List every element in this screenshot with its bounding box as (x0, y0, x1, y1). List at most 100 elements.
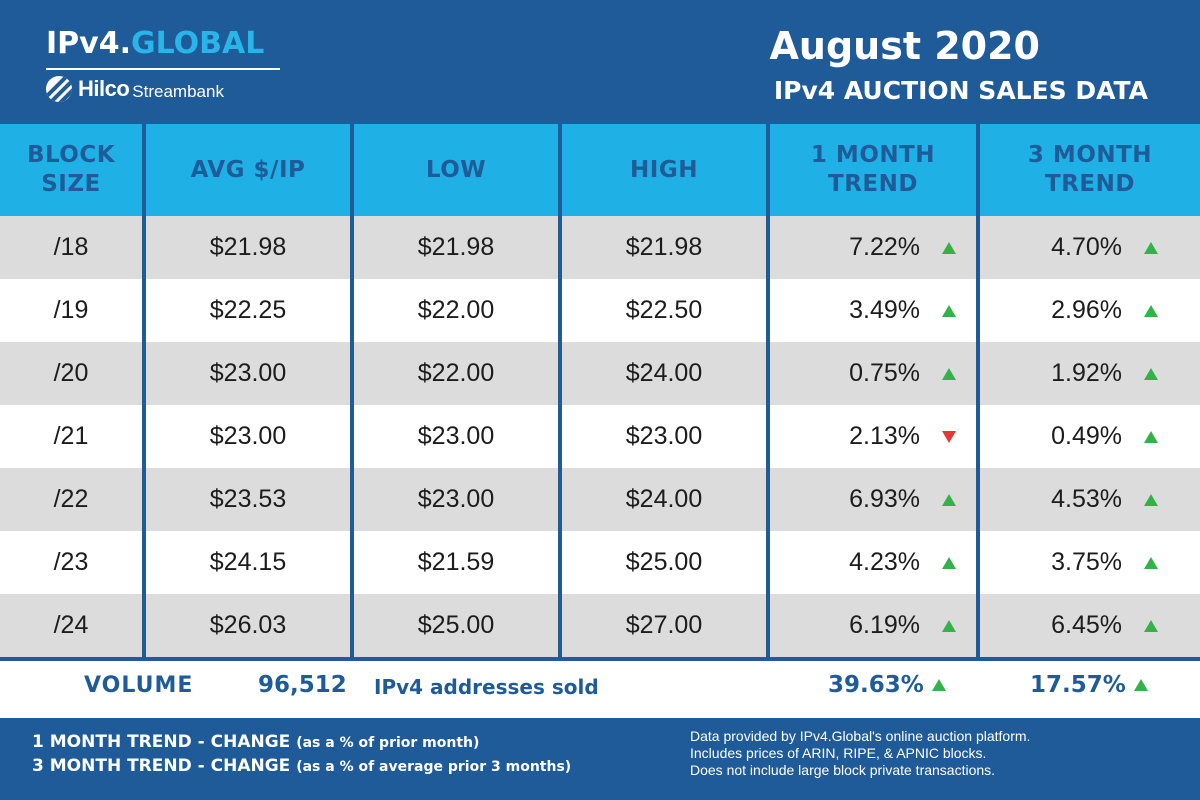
table-body: /18 $21.98 $21.98 $21.98 7.22% 4.70%/19 $22.25… (0, 216, 1200, 657)
up-arrow-icon (1144, 367, 1158, 380)
cell-avg-price: $23.00 (146, 342, 354, 405)
column-header-1-month-trend: 1 MONTH TREND (770, 124, 980, 216)
table-row: /23 $24.15 $21.59 $25.00 4.23% 3.75% (0, 531, 1200, 594)
volume-label: VOLUME (84, 673, 194, 698)
cell-block-size: /23 (0, 531, 146, 594)
trend-value: 4.23% (849, 548, 920, 576)
page-subtitle: IPv4 AUCTION SALES DATA (773, 76, 1148, 105)
trend-value: 3.75% (1051, 548, 1122, 576)
trend-value: 6.45% (1051, 611, 1122, 639)
brand-underline (46, 68, 280, 70)
cell-1-month-trend: 2.13% (770, 405, 980, 468)
cell-low-price: $21.59 (354, 531, 562, 594)
source-note: Data provided by IPv4.Global's online au… (690, 728, 1030, 779)
legend-1-month: 1 MONTH TREND - CHANGE (as a % of prior … (32, 732, 479, 752)
table-row: /18 $21.98 $21.98 $21.98 7.22% 4.70% (0, 216, 1200, 279)
cell-1-month-trend: 4.23% (770, 531, 980, 594)
cell-high-price: $21.98 (562, 216, 770, 279)
partner-sub: Streambank (132, 81, 224, 101)
cell-avg-price: $22.25 (146, 279, 354, 342)
cell-1-month-trend: 7.22% (770, 216, 980, 279)
cell-high-price: $27.00 (562, 594, 770, 657)
partner-name: Hilco (78, 76, 130, 101)
cell-3-month-trend: 0.49% (980, 405, 1200, 468)
page-title: August 2020 (769, 24, 1041, 68)
cell-high-price: $24.00 (562, 468, 770, 531)
up-arrow-icon (942, 241, 956, 254)
column-header-3-month-trend: 3 MONTH TREND (1027, 142, 1153, 197)
cell-avg-price: $21.98 (146, 216, 354, 279)
cell-1-month-trend: 6.93% (770, 468, 980, 531)
trend-value: 4.53% (1051, 485, 1122, 513)
trend-value: 0.49% (1051, 422, 1122, 450)
cell-1-month-trend: 6.19% (770, 594, 980, 657)
trend-value: 7.22% (849, 233, 920, 261)
cell-high-price: $23.00 (562, 405, 770, 468)
table-row: /19 $22.25 $22.00 $22.50 3.49% 2.96% (0, 279, 1200, 342)
up-arrow-icon (1144, 304, 1158, 317)
volume-text: IPv4 addresses sold (374, 675, 599, 699)
cell-block-size: /22 (0, 468, 146, 531)
cell-1-month-trend: 3.49% (770, 279, 980, 342)
cell-avg-price: $24.15 (146, 531, 354, 594)
source-note-line: Data provided by IPv4.Global's online au… (690, 728, 1031, 744)
volume-3-month-value: 17.57% (1030, 672, 1126, 698)
cell-avg-price: $23.53 (146, 468, 354, 531)
cell-low-price: $21.98 (354, 216, 562, 279)
cell-block-size: /18 (0, 216, 146, 279)
cell-3-month-trend: 4.70% (980, 216, 1200, 279)
table-row: /24 $26.03 $25.00 $27.00 6.19% 6.45% (0, 594, 1200, 657)
cell-3-month-trend: 1.92% (980, 342, 1200, 405)
column-header-low: LOW (354, 124, 562, 216)
volume-3-month-trend: 17.57% (1030, 672, 1148, 698)
cell-high-price: $25.00 (562, 531, 770, 594)
cell-avg-price: $23.00 (146, 405, 354, 468)
cell-block-size: /24 (0, 594, 146, 657)
column-header-block-size: BLOCK SIZE (0, 124, 146, 216)
cell-low-price: $22.00 (354, 342, 562, 405)
partner-logo: Hilco Streambank (46, 76, 224, 102)
hilco-icon (46, 76, 72, 102)
footer-banner: 1 MONTH TREND - CHANGE (as a % of prior … (0, 718, 1200, 800)
header-banner: IPv4.GLOBAL Hilco Streambank August 2020… (0, 0, 1200, 124)
cell-block-size: /21 (0, 405, 146, 468)
cell-3-month-trend: 6.45% (980, 594, 1200, 657)
cell-low-price: $23.00 (354, 405, 562, 468)
column-header-avg: AVG $/IP (146, 124, 354, 216)
up-arrow-icon (942, 493, 956, 506)
up-arrow-icon (942, 556, 956, 569)
cell-high-price: $22.50 (562, 279, 770, 342)
up-arrow-icon (1144, 619, 1158, 632)
brand-name-prefix: IPv4. (46, 26, 131, 61)
trend-value: 6.19% (849, 611, 920, 639)
legend-3-month: 3 MONTH TREND - CHANGE (as a % of averag… (32, 756, 571, 776)
cell-block-size: /20 (0, 342, 146, 405)
volume-count: 96,512 (258, 672, 347, 698)
trend-value: 2.96% (1051, 296, 1122, 324)
volume-1-month-trend: 39.63% (828, 672, 946, 698)
trend-value: 1.92% (1051, 359, 1122, 387)
cell-1-month-trend: 0.75% (770, 342, 980, 405)
cell-high-price: $24.00 (562, 342, 770, 405)
source-note-line: Includes prices of ARIN, RIPE, & APNIC b… (690, 745, 987, 761)
legend-3-month-title: 3 MONTH TREND - CHANGE (32, 756, 291, 776)
cell-low-price: $22.00 (354, 279, 562, 342)
source-note-line: Does not include large block private tra… (690, 762, 996, 778)
table-row: /20 $23.00 $22.00 $24.00 0.75% 1.92% (0, 342, 1200, 405)
up-arrow-icon (1144, 430, 1158, 443)
up-arrow-icon (1133, 679, 1148, 691)
up-arrow-icon (942, 304, 956, 317)
trend-value: 2.13% (849, 422, 920, 450)
trend-value: 6.93% (849, 485, 920, 513)
up-arrow-icon (942, 619, 956, 632)
up-arrow-icon (1144, 556, 1158, 569)
legend-3-month-desc: (as a % of average prior 3 months) (296, 759, 572, 775)
cell-block-size: /19 (0, 279, 146, 342)
cell-3-month-trend: 2.96% (980, 279, 1200, 342)
cell-avg-price: $26.03 (146, 594, 354, 657)
cell-3-month-trend: 4.53% (980, 468, 1200, 531)
up-arrow-icon (931, 679, 946, 691)
table-row: /22 $23.53 $23.00 $24.00 6.93% 4.53% (0, 468, 1200, 531)
trend-value: 0.75% (849, 359, 920, 387)
cell-low-price: $25.00 (354, 594, 562, 657)
